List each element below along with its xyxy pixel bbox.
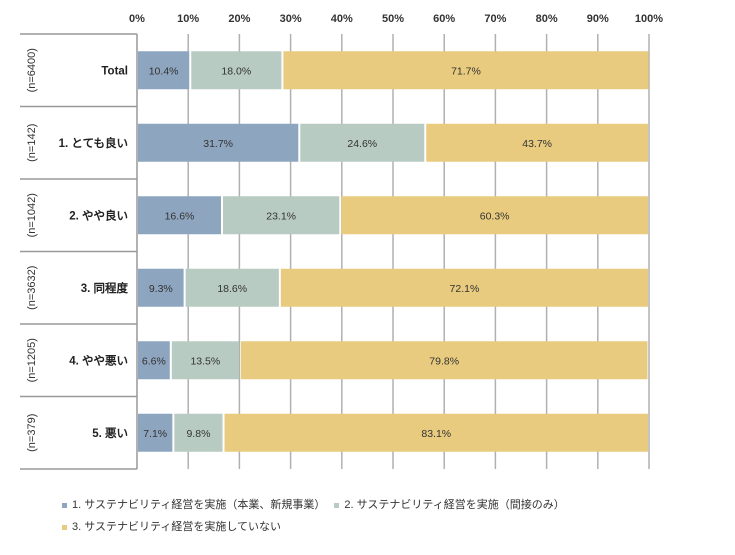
- legend-swatch-2: [334, 502, 340, 508]
- bar-segment: [138, 341, 170, 380]
- legend-label-3: 3. サステナビリティ経営を実施していない: [72, 521, 282, 533]
- n-label: (n=3632): [26, 266, 38, 310]
- bar-segment: [426, 123, 648, 162]
- data-label: 79.8%: [429, 355, 459, 367]
- x-tick-label: 70%: [484, 13, 506, 25]
- data-label: 13.5%: [190, 355, 220, 367]
- x-tick-label: 60%: [433, 13, 455, 25]
- data-label: 18.6%: [217, 283, 247, 295]
- category-label: 3. 同程度: [81, 281, 129, 295]
- legend-label-1: 1. サステナビリティ経営を実施（本業、新規事業）: [72, 499, 326, 511]
- data-label: 43.7%: [522, 138, 552, 150]
- legend-item-1: 1. サステナビリティ経営を実施（本業、新規事業）: [62, 494, 325, 516]
- x-tick-label: 90%: [587, 13, 609, 25]
- x-tick-label: 40%: [331, 13, 353, 25]
- bar-segment: [283, 51, 649, 90]
- category-label: 2. やや良い: [69, 208, 128, 222]
- category-label: 1. とても良い: [59, 136, 128, 150]
- data-label: 83.1%: [421, 428, 451, 440]
- data-label: 23.1%: [266, 210, 296, 222]
- n-label: (n=142): [26, 124, 38, 162]
- data-label: 9.8%: [186, 428, 210, 440]
- n-label: (n=6400): [26, 48, 38, 92]
- x-tick-label: 80%: [536, 13, 558, 25]
- n-label: (n=1042): [26, 193, 38, 237]
- legend-label-2: 2. サステナビリティ経営を実施（間接のみ）: [344, 499, 565, 511]
- bar-segment: [138, 196, 221, 235]
- data-label: 6.6%: [142, 355, 166, 367]
- legend-item-3: 3. サステナビリティ経営を実施していない: [62, 516, 281, 538]
- legend-swatch-3: [62, 524, 67, 530]
- x-tick-label: 20%: [228, 13, 250, 25]
- bar-segment: [185, 268, 279, 307]
- bar-segment: [341, 196, 648, 235]
- data-label: 24.6%: [347, 138, 377, 150]
- bar-segment: [280, 268, 648, 307]
- legend-item-2: 2. サステナビリティ経営を実施（間接のみ）: [334, 494, 565, 516]
- legend-swatch-1: [62, 502, 67, 508]
- bar-segment: [138, 268, 184, 307]
- bar-segment: [138, 51, 190, 90]
- bar-segment: [222, 196, 340, 235]
- category-label: Total: [101, 65, 128, 77]
- bar-segment: [300, 123, 425, 162]
- bar-segment: [174, 413, 223, 452]
- data-label: 60.3%: [480, 210, 510, 222]
- data-label: 9.3%: [149, 283, 173, 295]
- data-label: 31.7%: [203, 138, 233, 150]
- n-label: (n=379): [26, 414, 38, 452]
- bar-segment: [138, 123, 299, 162]
- data-label: 16.6%: [165, 210, 195, 222]
- bar-segment: [138, 413, 173, 452]
- n-label: (n=1205): [26, 338, 38, 382]
- category-label: 4. やや悪い: [69, 354, 128, 367]
- data-label: 71.7%: [451, 65, 481, 77]
- x-tick-label: 30%: [280, 13, 302, 25]
- bar-segment: [224, 413, 648, 452]
- category-label: 5. 悪い: [92, 427, 128, 440]
- bar-segment: [191, 51, 282, 90]
- data-label: 72.1%: [450, 283, 480, 295]
- x-tick-label: 0%: [129, 13, 145, 25]
- data-label: 7.1%: [143, 428, 167, 440]
- x-tick-label: 10%: [177, 13, 199, 25]
- bar-segment: [171, 341, 239, 380]
- x-tick-label: 50%: [382, 13, 404, 25]
- data-label: 10.4%: [149, 65, 179, 77]
- x-tick-label: 100%: [635, 13, 663, 25]
- legend: 1. サステナビリティ経営を実施（本業、新規事業） 2. サステナビリティ経営を…: [62, 494, 571, 538]
- bar-segment: [240, 341, 648, 380]
- data-label: 18.0%: [221, 65, 251, 77]
